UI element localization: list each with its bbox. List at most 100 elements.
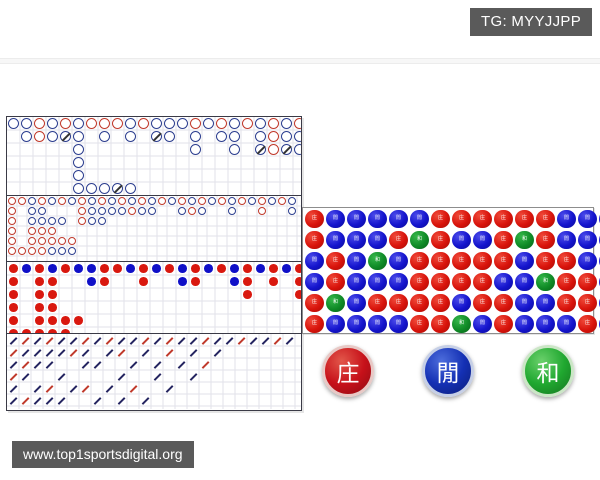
road-mark (191, 264, 200, 273)
road-mark-tie (255, 144, 266, 155)
road-mark (178, 207, 186, 215)
bead-banker: 庄 (368, 293, 387, 313)
road-mark (188, 197, 196, 205)
road-mark (35, 264, 44, 273)
road-mark (48, 329, 57, 333)
road-mark (255, 131, 266, 142)
road-mark (288, 197, 296, 205)
bead-banker: 庄 (410, 272, 429, 292)
bead-banker: 庄 (389, 230, 408, 250)
road-mark (148, 197, 156, 205)
bead-banker: 庄 (494, 209, 513, 229)
big-eye-road[interactable] (7, 195, 301, 261)
road-mark (28, 237, 36, 245)
road-mark-tie (112, 183, 123, 194)
bead-player: 閒 (347, 209, 366, 229)
road-mark (165, 264, 174, 273)
player-button[interactable]: 閒 (422, 345, 474, 397)
road-mark (258, 197, 266, 205)
road-mark (217, 264, 226, 273)
road-mark (203, 118, 214, 129)
road-mark (295, 277, 301, 286)
road-mark (68, 197, 76, 205)
road-mark (73, 170, 84, 181)
bead-player: 閒 (515, 272, 534, 292)
bead-banker: 庄 (557, 293, 576, 313)
bead-player: 閒 (473, 314, 492, 334)
bead-player: 閒 (326, 314, 345, 334)
road-mark (108, 197, 116, 205)
road-mark (112, 118, 123, 129)
road-mark (228, 207, 236, 215)
road-mark (48, 217, 56, 225)
big-road[interactable] (7, 117, 301, 195)
tie-slash (61, 132, 70, 141)
road-mark (268, 144, 279, 155)
road-mark (35, 290, 44, 299)
bead-banker: 庄 (410, 251, 429, 271)
bead-player: 閒 (389, 314, 408, 334)
bead-banker: 庄 (431, 314, 450, 334)
road-mark (8, 118, 19, 129)
roadmap-panel[interactable] (6, 116, 302, 411)
tie-slash (152, 132, 161, 141)
road-mark (281, 131, 292, 142)
bead-banker: 庄 (557, 272, 576, 292)
road-mark (8, 227, 16, 235)
road-mark (86, 183, 97, 194)
bead-banker: 庄 (473, 209, 492, 229)
road-mark (98, 197, 106, 205)
tg-badge: TG: MYYJJPP (470, 8, 592, 36)
road-mark (288, 207, 296, 215)
bead-player: 閒 (473, 230, 492, 250)
road-mark (38, 237, 46, 245)
road-mark (158, 197, 166, 205)
road-mark (229, 118, 240, 129)
road-mark-tie (151, 131, 162, 142)
cockroach-road[interactable] (7, 333, 301, 409)
road-mark (73, 144, 84, 155)
road-mark (242, 118, 253, 129)
road-mark (258, 207, 266, 215)
tie-button[interactable]: 和 (522, 345, 574, 397)
road-mark (38, 247, 46, 255)
road-mark (295, 264, 301, 273)
bead-plate[interactable]: 庄閒閒閒閒閒庄庄庄庄庄庄閒閒閒閒庄閒閒閒庄和庄閒閒庄和庄閒閒閒閒閒庄閒和閒庄庄庄… (302, 207, 600, 334)
bead-banker: 庄 (515, 209, 534, 229)
road-mark (229, 131, 240, 142)
bead-player: 閒 (515, 293, 534, 313)
bead-player: 閒 (536, 314, 555, 334)
road-mark (38, 207, 46, 215)
bead-player: 閒 (515, 314, 534, 334)
banker-button-label: 庄 (336, 361, 360, 387)
bead-banker: 庄 (473, 293, 492, 313)
bead-banker: 庄 (305, 230, 324, 250)
road-mark (268, 118, 279, 129)
bead-player: 閒 (410, 209, 429, 229)
road-mark (177, 118, 188, 129)
road-mark (98, 217, 106, 225)
road-mark (98, 207, 106, 215)
road-mark (164, 118, 175, 129)
road-mark (190, 144, 201, 155)
road-mark (47, 131, 58, 142)
bead-player: 閒 (368, 230, 387, 250)
road-mark (35, 303, 44, 312)
road-mark (78, 217, 86, 225)
road-mark (28, 207, 36, 215)
bead-player: 閒 (452, 293, 471, 313)
bead-player: 閒 (557, 314, 576, 334)
bead-player: 閒 (494, 272, 513, 292)
road-mark (243, 290, 252, 299)
bead-banker: 庄 (578, 272, 597, 292)
bead-player: 閒 (305, 272, 324, 292)
road-mark (152, 264, 161, 273)
small-road[interactable] (7, 261, 301, 333)
bead-tie: 和 (326, 293, 345, 313)
road-mark (126, 264, 135, 273)
road-mark (47, 118, 58, 129)
banker-button[interactable]: 庄 (322, 345, 374, 397)
road-mark (228, 197, 236, 205)
road-mark (178, 277, 187, 286)
road-mark (118, 207, 126, 215)
